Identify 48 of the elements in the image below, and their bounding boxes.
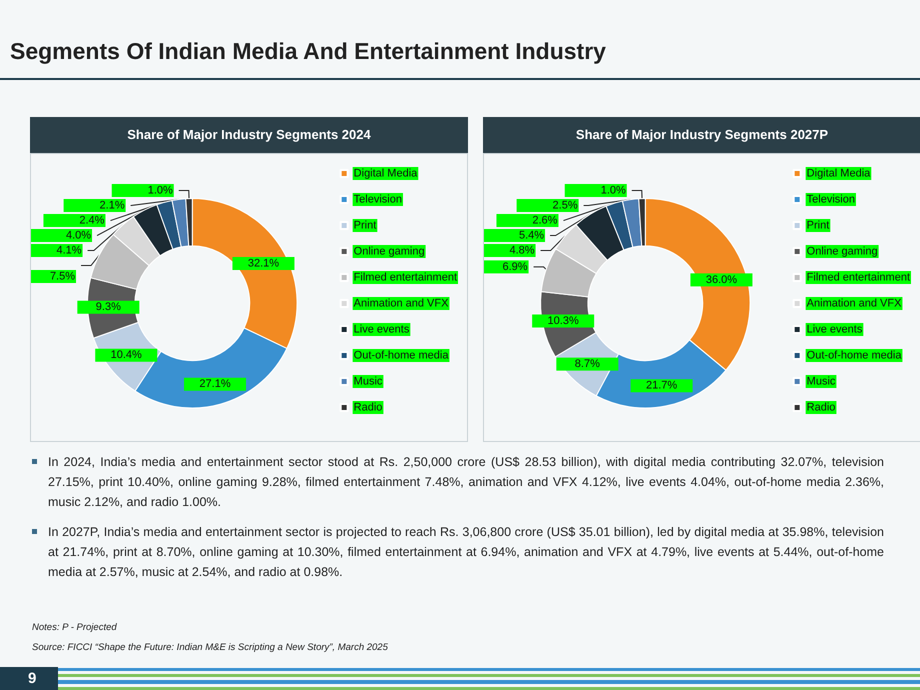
- data-label: 4.0%: [66, 230, 92, 242]
- text: 9: [0, 667, 58, 690]
- legend-label: Out-of-home media: [806, 350, 902, 362]
- data-label: 32.1%: [248, 258, 280, 270]
- data-label: 2.5%: [552, 200, 578, 212]
- data-label: 27.1%: [199, 378, 231, 390]
- data-label: 10.3%: [548, 314, 579, 327]
- data-label: 36.0%: [706, 274, 738, 286]
- legend-label: Television: [354, 194, 402, 206]
- legend-label: Radio: [806, 402, 836, 414]
- legend-label: Television: [806, 194, 855, 206]
- legend-label: Live events: [354, 324, 410, 336]
- data-label: 1.0%: [148, 184, 173, 197]
- data-label: 2.1%: [100, 200, 125, 212]
- legend-label: Online gaming: [354, 246, 425, 258]
- legend-label: Live events: [806, 324, 863, 336]
- chart-title: Share of Major Industry Segments 2027P: [483, 117, 920, 153]
- legend-label: Digital Media: [806, 168, 872, 180]
- legend-label: Online gaming: [806, 246, 878, 258]
- legend-label: Music: [806, 376, 836, 388]
- source-note: Source: FICCI “Shape the Future: Indian M&E is Scripting a New Story”, March 2025: [32, 642, 388, 653]
- data-label: 9.3%: [96, 301, 122, 314]
- text: In 2024, India’s media and entertainment sector stood at Rs. 2,50,000 crore (US$ 28.53 billion), with digital media contributing 32.07%, television 27.15%, print 10.40%, online gaming 9.28%, filmed entertainment 7.48%, animation and VFX 4.12%, live events 4.04%, out-of-home media 2.36%, music 2.12%, and radio 1.00%.: [32, 452, 884, 512]
- data-label: 7.5%: [50, 270, 76, 283]
- data-label: 21.7%: [646, 380, 678, 392]
- legend-label: Digital Media: [354, 168, 418, 180]
- legend-label: Animation and VFX: [806, 298, 902, 310]
- legend-label: Print: [806, 220, 830, 232]
- data-label: 2.6%: [532, 214, 558, 227]
- legend-label: Filmed entertainment: [806, 272, 910, 284]
- data-label: 8.7%: [574, 358, 600, 370]
- legend-label: Print: [354, 220, 376, 232]
- data-label: 10.4%: [110, 349, 142, 362]
- data-label: 5.4%: [518, 230, 544, 242]
- legend-label: Out-of-home media: [354, 350, 450, 362]
- legend-label: Filmed entertainment: [354, 272, 458, 284]
- data-label: 4.8%: [509, 244, 535, 257]
- text: Notes: P - Projected: [32, 622, 117, 633]
- text: Segments Of Indian Media And Entertainment Industry: [10, 38, 606, 65]
- legend-label: Music: [354, 376, 383, 388]
- data-label: 4.1%: [56, 244, 82, 257]
- data-label: 1.0%: [600, 184, 626, 197]
- legend-label: Radio: [354, 402, 382, 414]
- data-label: 2.4%: [79, 214, 105, 227]
- text: In 2027P, India’s media and entertainment sector is projected to reach Rs. 3,06,800 crore (US$ 35.01 billion), led by digital media at 35.98%, television at 21.74%, print at 8.70%, online gaming at 10.30%, filmed entertainment at 6.94%, animation and VFX at 4.79%, live events at 5.44%, out-of-home media at 2.57%, music at 2.54%, and radio at 0.98%.: [32, 522, 884, 582]
- data-label: 6.9%: [502, 260, 528, 273]
- legend-label: Animation and VFX: [354, 298, 450, 310]
- chart-title: Share of Major Industry Segments 2024: [30, 117, 468, 153]
